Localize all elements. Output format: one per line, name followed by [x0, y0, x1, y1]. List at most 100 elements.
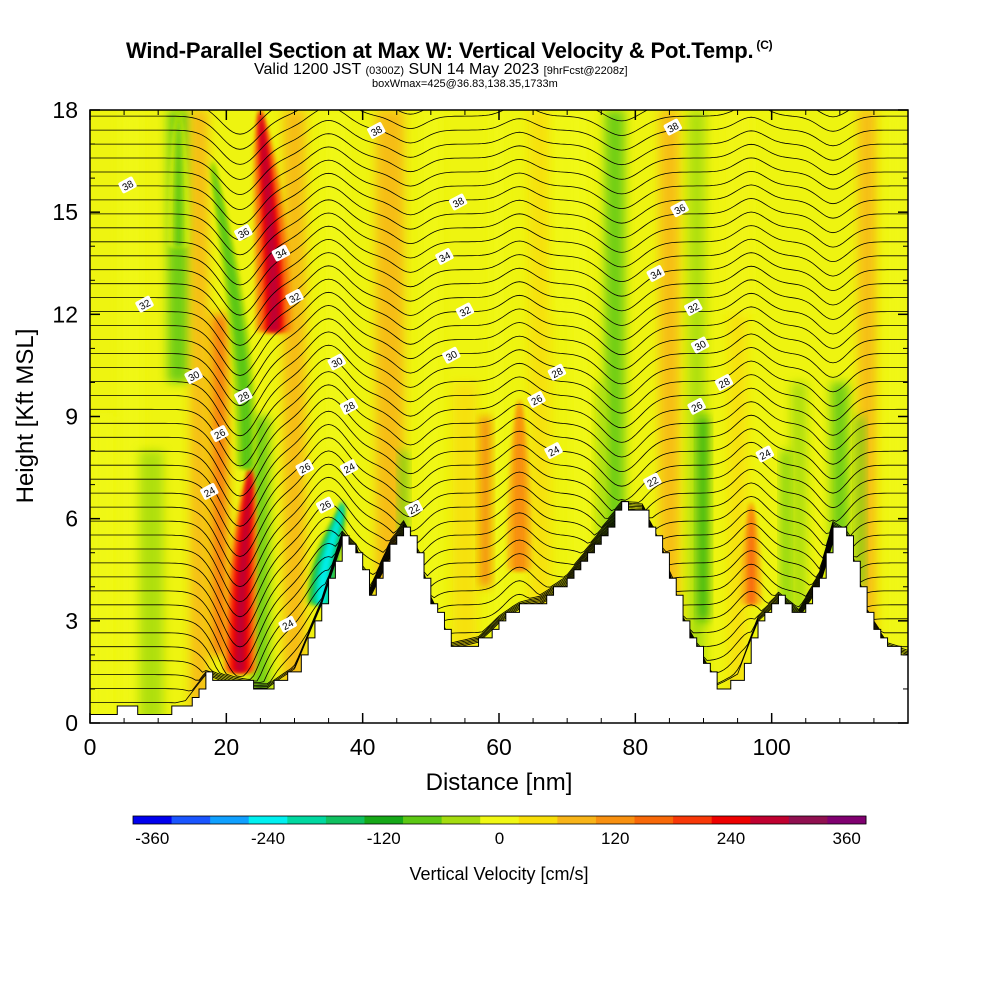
y-tick-label: 6 — [65, 506, 78, 532]
contour-label: 38 — [118, 176, 137, 194]
contour-label-text: 38 — [451, 196, 466, 211]
contour-label-text: 24 — [547, 444, 562, 459]
isentrope-line — [90, 110, 908, 165]
x-tick-label: 60 — [486, 734, 512, 760]
isentrope-line — [90, 513, 908, 677]
isentrope-line — [90, 305, 908, 392]
contour-label: 32 — [285, 288, 304, 306]
colorbar: -360 -240 -120 0 120 240 360 — [132, 815, 867, 848]
contour-label-text: 36 — [237, 226, 252, 241]
isentrope-line — [90, 225, 908, 301]
isentrope-line — [90, 172, 908, 241]
x-tick-label: 80 — [623, 734, 649, 760]
isentrope-line — [90, 463, 908, 572]
colorbar-swatch — [673, 816, 713, 824]
isentrope-line — [90, 238, 908, 316]
contour-label-text: 26 — [530, 393, 545, 408]
isentrope-line — [90, 509, 908, 633]
colorbar-swatch — [557, 816, 597, 824]
isentrope-line — [90, 516, 908, 682]
isentrope-line — [90, 186, 908, 256]
isentrope-line — [90, 384, 908, 482]
colorbar-swatch — [634, 816, 674, 824]
contour-label: 26 — [315, 496, 335, 514]
isentrope-line — [90, 146, 908, 211]
colorbar-swatch — [171, 816, 211, 824]
contour-label-text: 26 — [318, 499, 333, 514]
contour-label: 26 — [295, 459, 314, 476]
contour-label-text: 26 — [213, 427, 228, 442]
valid-utc: (0300Z) — [365, 65, 405, 77]
x-tick-label: 20 — [214, 734, 240, 760]
contour-label: 22 — [643, 472, 662, 490]
contour-label-text: 30 — [187, 369, 202, 384]
isentrope-line — [90, 518, 908, 683]
contour-label-text: 30 — [330, 356, 345, 371]
contour-label: 30 — [442, 346, 461, 364]
contour-label-text: 38 — [370, 124, 385, 139]
chart-title-text: Wind-Parallel Section at Max W: Vertical… — [126, 38, 754, 63]
colorbar-swatch — [788, 816, 828, 824]
contour-label-text: 34 — [274, 247, 289, 262]
contour-label: 38 — [367, 122, 386, 139]
contour-label: 32 — [135, 295, 154, 313]
x-axis-label: Distance [nm] — [426, 769, 573, 796]
contour-label: 26 — [527, 391, 546, 408]
copyright-mark: (C) — [756, 38, 773, 52]
contour-label-text: 28 — [237, 390, 252, 405]
isentrope-line — [206, 110, 851, 135]
terrain-mask — [90, 501, 908, 723]
isentrope-line — [90, 278, 908, 361]
colorbar-tick-label: 0 — [495, 829, 504, 848]
isentrope-contours — [90, 110, 908, 704]
contour-label: 24 — [200, 483, 219, 500]
contour-label: 26 — [687, 397, 706, 415]
colorbar-swatch — [595, 816, 636, 824]
colorbar-swatch — [518, 816, 558, 824]
chart-title: Wind-Parallel Section at Max W: Vertical… — [126, 38, 773, 64]
isentrope-line — [90, 357, 908, 452]
contour-label-text: 34 — [649, 267, 664, 282]
isentrope-line — [90, 252, 908, 331]
contour-label: 26 — [210, 425, 229, 442]
isentrope-line — [90, 291, 908, 376]
colorbar-swatch — [325, 816, 365, 824]
contour-label: 36 — [234, 224, 253, 241]
colorbar-swatch — [827, 816, 867, 824]
x-tick-label: 0 — [84, 734, 97, 760]
valid-time: Valid 1200 JST — [254, 61, 362, 78]
isentrope-line — [90, 318, 908, 407]
valid-date: SUN 14 May 2023 — [408, 61, 540, 78]
colorbar-tick-label: -120 — [367, 829, 401, 848]
plot-area: 38 38 38 38 36 36 34 34 34 32 32 32 32 30 30 30 30 28 28 28… — [90, 110, 908, 723]
contour-label: 24 — [339, 459, 359, 476]
y-tick-label: 3 — [65, 608, 78, 634]
contour-label-text: 36 — [673, 202, 688, 217]
isentrope-line — [90, 503, 908, 618]
colorbar-tick-label: 360 — [833, 829, 861, 848]
colorbar-swatch — [480, 816, 520, 824]
contour-label: 32 — [455, 302, 475, 320]
contour-label-text: 22 — [646, 475, 661, 490]
x-tick-label: 40 — [350, 734, 376, 760]
isentrope-line — [90, 265, 908, 346]
isentrope-line — [90, 133, 908, 196]
contour-label: 34 — [646, 265, 665, 282]
isentrope-line — [90, 199, 908, 271]
colorbar-tick-label: -360 — [135, 829, 169, 848]
contour-label-text: 30 — [444, 349, 459, 364]
isentrope-line — [90, 371, 908, 467]
contour-label-text: 38 — [666, 121, 681, 136]
contour-label: 36 — [670, 200, 689, 218]
contour-label: 28 — [339, 397, 359, 415]
colorbar-swatch — [210, 816, 250, 824]
contour-label-text: 30 — [693, 339, 708, 354]
contour-label: 38 — [663, 118, 683, 136]
contour-label-text: 22 — [407, 502, 422, 517]
contour-label-text: 32 — [686, 301, 701, 316]
contour-label: 34 — [435, 248, 454, 265]
isentrope-line — [90, 159, 908, 226]
isentrope-line — [90, 510, 908, 648]
